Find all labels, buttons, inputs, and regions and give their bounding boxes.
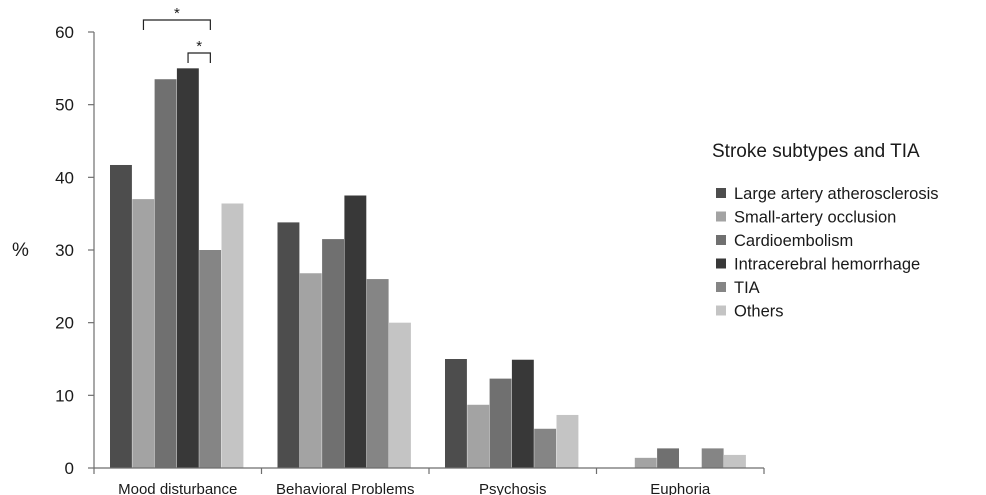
- significance-bracket-1: [187, 52, 211, 63]
- legend-swatch-5: [716, 305, 726, 316]
- y-tick-label-0: 0: [65, 459, 74, 478]
- bar-large-artery-atherosclerosis-0: [110, 164, 132, 469]
- y-tick-label-20: 20: [55, 314, 74, 333]
- bar-others-2: [556, 414, 579, 468]
- legend-label-5: Others: [734, 303, 784, 321]
- legend-swatch-3: [716, 258, 726, 269]
- x-category-label-3: Euphoria: [650, 481, 711, 495]
- legend-label-3: Intracerebral hemorrhage: [734, 256, 920, 274]
- y-tick-label-40: 40: [55, 168, 74, 187]
- legend-swatch-4: [716, 282, 726, 292]
- legend-title: Stroke subtypes and TIA: [712, 141, 920, 162]
- bar-intracerebral-hemorrhage-1: [344, 195, 367, 468]
- bar-cardioembolism-2: [489, 378, 512, 468]
- x-category-label-2: Psychosis: [479, 481, 547, 495]
- bar-small-artery-occlusion-1: [299, 273, 322, 468]
- axes-layer: 0 10 20 30 40 50 60 Mood disturbance Behavioral …: [12, 23, 765, 495]
- bar-small-artery-occlusion-2: [467, 404, 490, 468]
- y-tick-label-10: 10: [55, 386, 74, 405]
- y-tick-label-50: 50: [55, 96, 74, 115]
- legend-label-4: TIA: [734, 279, 760, 297]
- bar-tia-1: [366, 279, 389, 468]
- bar-cardioembolism-3: [657, 448, 679, 468]
- legend-swatch-0: [716, 188, 726, 198]
- bar-tia-0: [199, 250, 222, 468]
- y-tick-label-60: 60: [55, 23, 74, 42]
- legend-label-0: Large artery atherosclerosis: [734, 185, 939, 203]
- bar-large-artery-atherosclerosis-1: [277, 222, 300, 468]
- legend: Stroke subtypes and TIA Large artery athe…: [712, 141, 939, 321]
- bar-large-artery-atherosclerosis-2: [445, 359, 467, 468]
- significance-star-1: *: [196, 38, 202, 55]
- bar-intracerebral-hemorrhage-0: [176, 68, 199, 468]
- bar-others-3: [724, 454, 746, 468]
- bar-others-0: [221, 203, 244, 469]
- significance-bracket-0: [142, 19, 211, 30]
- bar-small-artery-occlusion-0: [132, 199, 155, 468]
- bars-layer: [110, 68, 746, 469]
- legend-label-2: Cardioembolism: [734, 232, 853, 250]
- x-category-label-1: Behavioral Problems: [276, 481, 414, 495]
- significance-annotations: **: [142, 5, 211, 63]
- legend-label-1: Small-artery occlusion: [734, 209, 896, 227]
- y-axis-label: %: [12, 240, 29, 261]
- legend-swatch-1: [716, 211, 726, 222]
- significance-star-0: *: [174, 5, 180, 22]
- bar-tia-2: [534, 428, 557, 468]
- bar-cardioembolism-1: [322, 239, 344, 468]
- legend-swatch-2: [716, 235, 726, 245]
- bar-intracerebral-hemorrhage-2: [511, 359, 534, 468]
- x-category-label-0: Mood disturbance: [118, 481, 237, 495]
- bar-others-1: [389, 322, 411, 468]
- bar-tia-3: [701, 448, 724, 468]
- bar-cardioembolism-0: [154, 79, 177, 468]
- bar-small-artery-occlusion-3: [634, 457, 657, 468]
- y-tick-label-30: 30: [55, 241, 74, 260]
